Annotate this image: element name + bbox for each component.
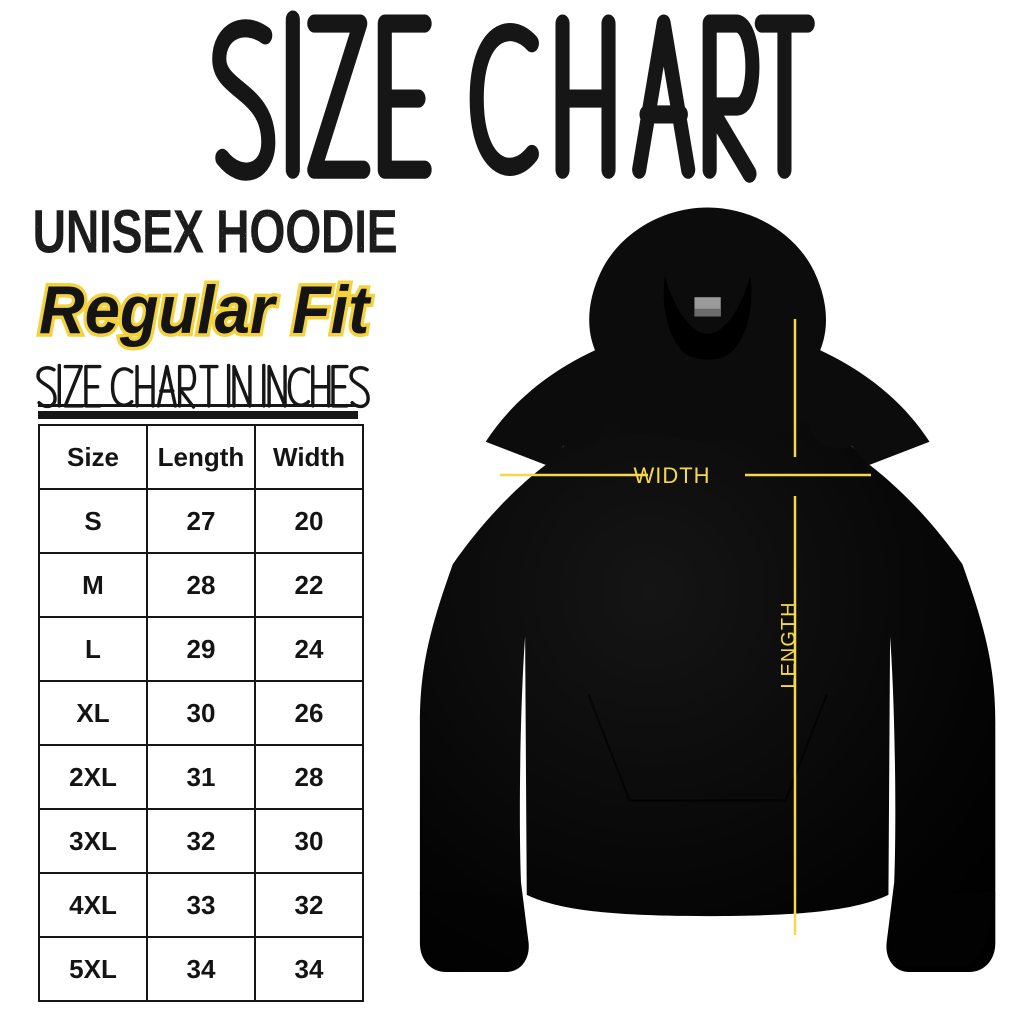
svg-text:LENGTH: LENGTH [778,601,800,688]
svg-text:WIDTH: WIDTH [633,463,710,488]
